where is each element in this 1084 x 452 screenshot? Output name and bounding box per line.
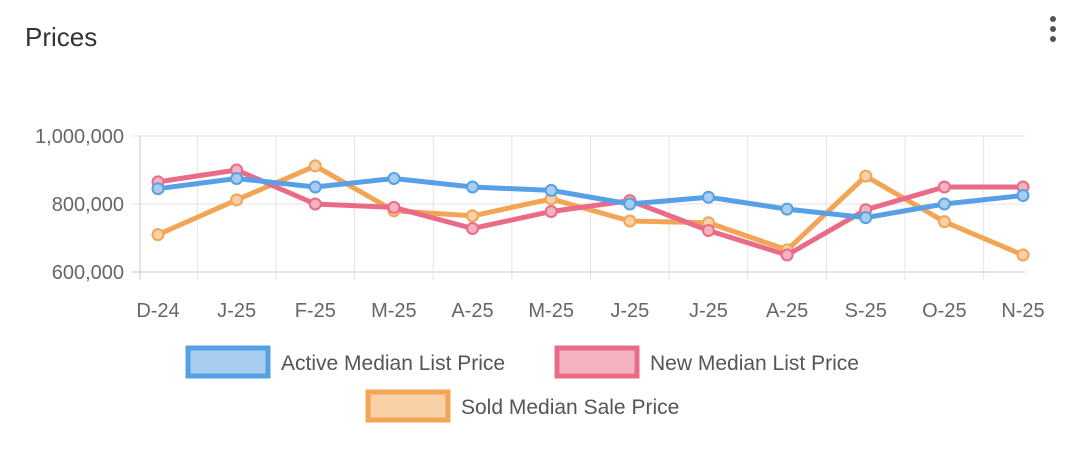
legend-item: Active Median List Price (185, 345, 505, 379)
x-tick-label: J-25 (610, 300, 649, 322)
data-point (859, 211, 873, 225)
data-point (859, 169, 873, 183)
legend-label: New Median List Price (650, 352, 859, 375)
x-tick-label: F-25 (295, 300, 336, 322)
legend-swatch (365, 389, 451, 423)
x-tick-label: M-25 (371, 300, 417, 322)
legend-item: Sold Median Sale Price (365, 389, 679, 423)
data-point (701, 224, 715, 238)
data-point (151, 228, 165, 242)
series-line (157, 176, 1024, 221)
chart-title: Prices (25, 22, 98, 52)
x-tick-label: A-25 (766, 300, 808, 322)
data-point (308, 159, 322, 173)
legend-label: Sold Median Sale Price (461, 396, 679, 419)
x-tick-label: M-25 (528, 300, 574, 322)
x-axis-ticks: D-24 J-25 F-25 M-25 A-25 M-25 J-25 J-25 A-25 S-25… (136, 300, 1044, 322)
series-line (157, 167, 1023, 258)
x-tick-label: O-25 (922, 300, 966, 322)
series-line (156, 163, 1024, 258)
x-tick-label: J-25 (217, 300, 256, 322)
series-active-median-list-price (151, 172, 1030, 225)
data-point (780, 248, 794, 262)
data-point (544, 204, 558, 218)
data-point (544, 183, 558, 197)
data-point (937, 215, 951, 229)
legend-swatch (554, 345, 640, 379)
data-point (151, 182, 165, 196)
data-point (230, 172, 244, 185)
chart-legend: Active Median List Price New Median List … (185, 345, 859, 423)
data-point (387, 200, 401, 214)
data-point (937, 180, 951, 194)
y-tick-label: 600,000 (52, 262, 124, 284)
y-axis-ticks: 600,000 800,000 1,000,000 (35, 126, 124, 284)
x-tick-label: S-25 (845, 300, 887, 322)
data-point (780, 202, 794, 216)
data-point (623, 214, 637, 228)
data-point (1016, 189, 1030, 202)
series-sold-median-sale-price (151, 159, 1030, 262)
data-point (623, 197, 637, 211)
more-options-icon[interactable] (1046, 16, 1060, 50)
legend-swatch (185, 345, 271, 379)
x-tick-label: J-25 (689, 300, 728, 322)
data-point (1016, 248, 1030, 262)
series-new-median-list-price (151, 163, 1030, 262)
data-point (937, 197, 951, 211)
data-point (387, 172, 401, 185)
data-point (466, 221, 480, 235)
chart-series (151, 159, 1030, 262)
legend-item: New Median List Price (554, 345, 859, 379)
data-point (230, 193, 244, 207)
x-tick-label: N-25 (1001, 300, 1044, 322)
y-tick-label: 800,000 (52, 194, 124, 216)
data-point (466, 209, 480, 223)
legend-label: Active Median List Price (281, 352, 505, 375)
data-point (466, 180, 480, 194)
data-point (701, 190, 715, 204)
x-tick-label: D-24 (136, 300, 179, 322)
y-tick-label: 1,000,000 (35, 126, 124, 148)
x-tick-label: A-25 (451, 300, 493, 322)
data-point (308, 197, 322, 211)
data-point (308, 180, 322, 194)
